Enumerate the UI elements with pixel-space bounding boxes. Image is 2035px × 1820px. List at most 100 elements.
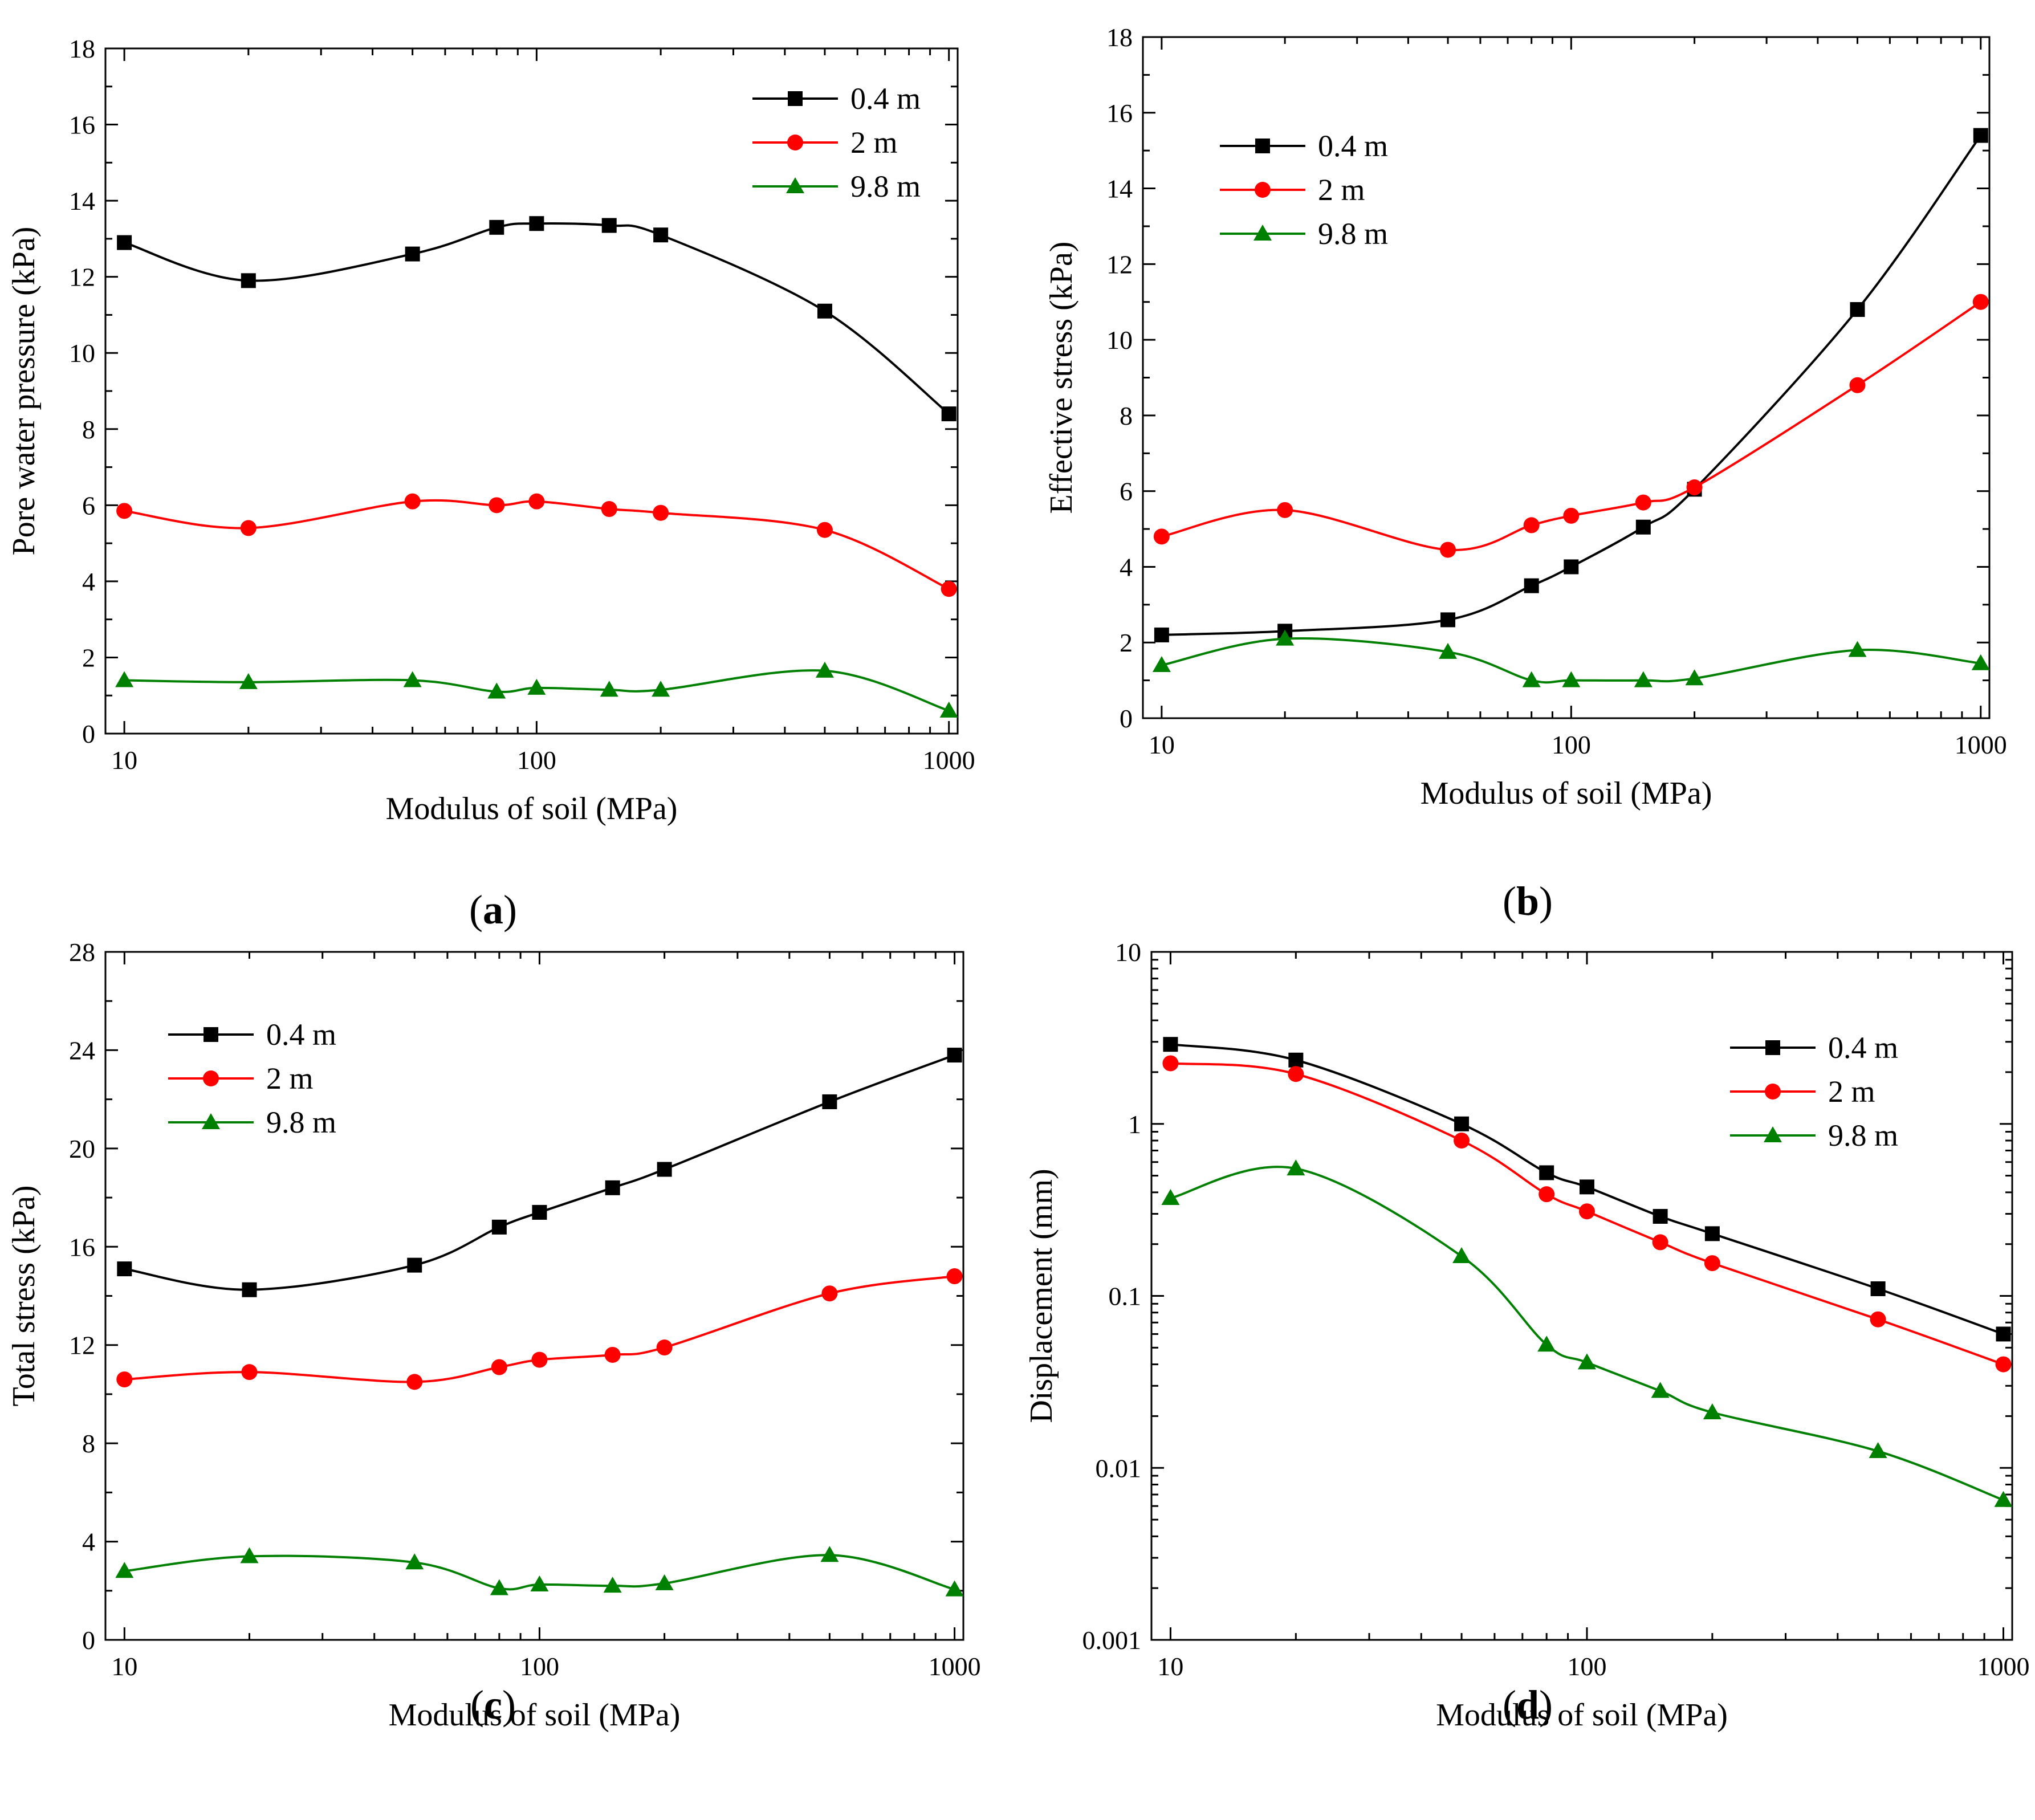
data-point	[1162, 1055, 1179, 1072]
data-point	[117, 1261, 132, 1277]
x-tick-label: 1000	[923, 746, 975, 775]
y-tick-label: 4	[1120, 552, 1133, 581]
data-point	[601, 501, 617, 518]
y-tick-label: 12	[69, 263, 95, 292]
data-point	[1524, 578, 1539, 593]
data-point	[1635, 519, 1651, 535]
panel-a: 10 100 1000 0 2 4 6 8 10 12 14 16 18 Modulus of soil …	[6, 34, 975, 933]
data-point	[491, 1219, 507, 1235]
data-point	[241, 1364, 258, 1381]
panel-label: (a)	[469, 887, 517, 933]
panel-c: 10 100 1000 0 4 8 12 16 20 24 28 Modulus of soil (M…	[6, 938, 981, 1733]
data-point	[1154, 627, 1169, 642]
data-point	[820, 1546, 839, 1562]
data-point	[407, 1257, 422, 1273]
legend-label: 9.8 m	[266, 1105, 336, 1139]
data-point	[1564, 559, 1579, 575]
series-9_8-m	[115, 661, 958, 718]
legend-marker	[1255, 182, 1271, 198]
x-tick-label: 100	[1567, 1652, 1606, 1681]
series-line	[124, 1054, 955, 1291]
data-point	[1870, 1281, 1886, 1297]
data-point	[1539, 1165, 1554, 1180]
data-point	[1454, 1116, 1470, 1131]
data-point	[1635, 494, 1651, 511]
data-point	[405, 246, 420, 262]
legend-marker	[787, 135, 803, 150]
y-axis-label: Pore water pressure (kPa)	[6, 227, 42, 556]
x-tick-label: 100	[517, 746, 556, 775]
y-axis-label: Displacement (mm)	[1024, 1168, 1059, 1423]
data-point	[653, 504, 669, 521]
y-tick-label: 0.01	[1096, 1453, 1142, 1483]
data-point	[1652, 1234, 1668, 1251]
legend-label: 9.8 m	[1318, 217, 1388, 251]
series-0_4-m	[1154, 128, 1988, 642]
legend-label: 0.4 m	[1828, 1031, 1898, 1065]
legend-label: 2 m	[1318, 173, 1365, 207]
data-point	[1276, 629, 1295, 646]
data-point	[240, 520, 257, 536]
data-point	[657, 1162, 672, 1177]
panel-b: 10 100 1000 0 2 4 6 8 10 12 14 16 18 Modulus of soil …	[1044, 23, 2007, 924]
data-point	[1562, 671, 1581, 687]
data-point	[527, 678, 546, 695]
data-point	[490, 1579, 508, 1595]
data-point	[1579, 1179, 1594, 1195]
y-tick-label: 8	[82, 415, 95, 444]
data-point	[1703, 1403, 1721, 1420]
legend-marker	[203, 1070, 219, 1086]
data-point	[1277, 502, 1293, 518]
legend: 0.4 m 2 m 9.8 m	[1220, 129, 1388, 251]
panel-d: 10 100 1000 0.001 0.01 0.1 1 10 Modulus of soil …	[1024, 938, 2030, 1733]
x-axis-label: Modulus of soil (MPa)	[386, 791, 678, 826]
data-point	[240, 1547, 259, 1564]
data-point	[946, 1268, 963, 1285]
legend-label: 0.4 m	[266, 1017, 336, 1052]
data-point	[822, 1094, 837, 1109]
y-axis-label: Effective stress (kPa)	[1044, 242, 1079, 514]
data-point	[1849, 377, 1866, 393]
data-point	[1704, 1255, 1720, 1272]
data-point	[1996, 1326, 2011, 1342]
data-point	[1452, 1247, 1471, 1263]
data-point	[532, 1204, 547, 1220]
data-point	[116, 1371, 133, 1388]
data-point	[656, 1339, 673, 1356]
plot-frame	[104, 47, 959, 735]
data-point	[1973, 128, 1988, 143]
data-point	[1440, 541, 1456, 558]
data-point	[1704, 1226, 1720, 1241]
series-line	[124, 499, 950, 591]
data-point	[1288, 1052, 1304, 1068]
data-point	[239, 673, 258, 689]
y-tick-label: 6	[82, 491, 95, 520]
data-point	[1163, 1037, 1178, 1052]
data-point	[1578, 1203, 1595, 1220]
data-point	[604, 1346, 621, 1363]
data-point	[1523, 517, 1540, 534]
x-tick-label: 1000	[929, 1652, 981, 1681]
data-point	[1850, 302, 1865, 317]
y-tick-label: 16	[69, 111, 95, 140]
y-tick-label: 20	[69, 1134, 95, 1163]
legend-marker	[786, 177, 804, 193]
data-point	[821, 1285, 838, 1302]
data-point	[1686, 479, 1703, 496]
data-point	[1870, 1311, 1886, 1328]
data-point	[489, 219, 504, 235]
x-tick-label: 10	[1157, 1652, 1183, 1681]
data-point	[115, 671, 134, 687]
data-point	[655, 1574, 674, 1590]
data-point	[115, 1562, 134, 1578]
data-point	[1563, 507, 1580, 524]
data-point	[1685, 669, 1704, 686]
legend-marker	[1253, 225, 1272, 241]
y-tick-label: 10	[1106, 325, 1133, 355]
data-point	[241, 273, 256, 288]
data-point	[1994, 1491, 2013, 1507]
data-point	[487, 682, 506, 699]
y-tick-label: 14	[1106, 174, 1133, 203]
series-0_4-m	[1163, 1037, 2011, 1342]
